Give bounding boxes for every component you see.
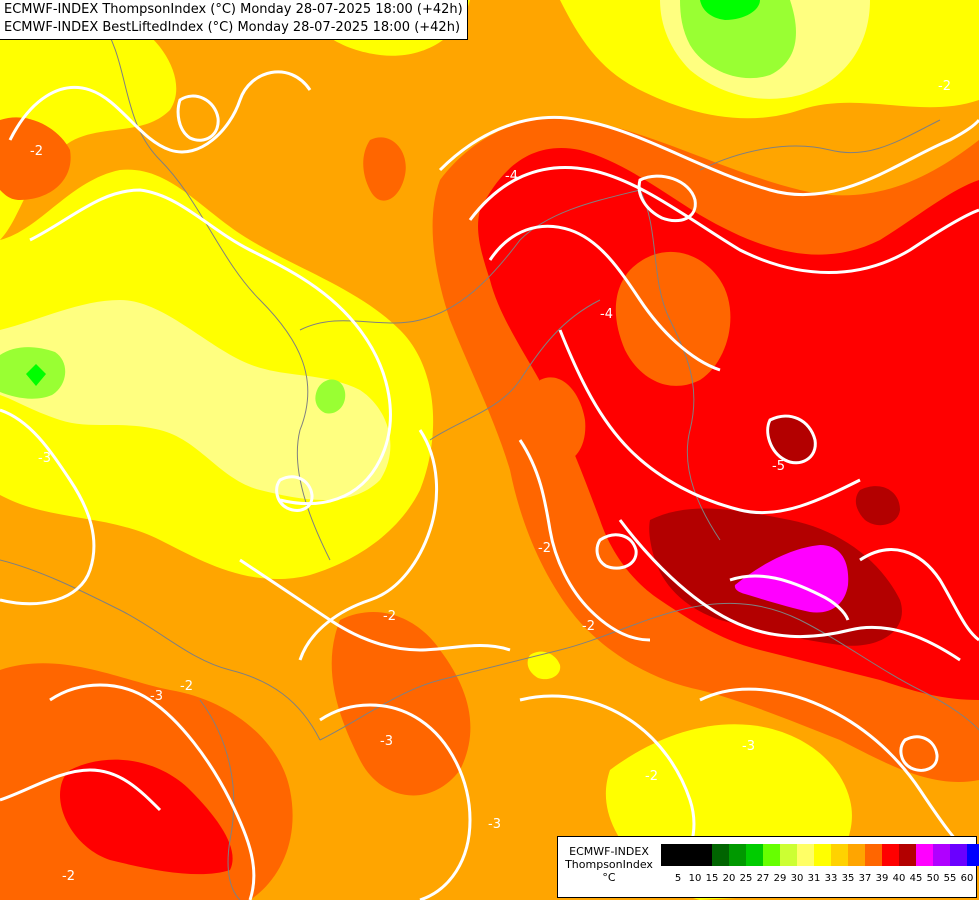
legend-swatch: [746, 844, 763, 866]
contour-labels: -2 -2 -3 -4 -4 -5 -2 -2 -2 -3 -2 -3 -3 -…: [30, 79, 951, 884]
legend-tick-label: 35: [841, 873, 855, 884]
legend-tick-label: 27: [756, 873, 770, 884]
legend-tick-label: 55: [943, 873, 957, 884]
contour-label: -3: [488, 817, 501, 832]
dark-orange-region-northwest: [0, 117, 71, 200]
contour-label: -2: [62, 869, 75, 884]
bright-green-region-west: [26, 364, 46, 386]
legend-tick-label: 60: [960, 873, 974, 884]
legend-swatch: [712, 844, 729, 866]
dark-red-patch-east: [767, 416, 816, 463]
contour-label: -2: [180, 679, 193, 694]
legend-swatch: [797, 844, 814, 866]
dark-orange-region-north: [363, 137, 406, 201]
legend-title-unit: °C: [602, 871, 616, 884]
legend-swatch: [848, 844, 865, 866]
legend-tick-label: 20: [722, 873, 736, 884]
legend-swatch: [967, 844, 979, 866]
contour-label: -2: [938, 79, 951, 94]
legend-swatch: [916, 844, 933, 866]
legend-title: ECMWF-INDEX ThompsonIndex °C: [562, 845, 656, 884]
legend-swatch: [831, 844, 848, 866]
yellow-region-northwest: [0, 10, 177, 240]
contour-label: -2: [645, 769, 658, 784]
legend-tick-label: 40: [892, 873, 906, 884]
dark-orange-patch-east-center: [615, 251, 731, 386]
legend-tick-label: 31: [807, 873, 821, 884]
legend-swatch: [899, 844, 916, 866]
green-region-northeast: [680, 0, 796, 79]
contour-label: -2: [30, 144, 43, 159]
dark-orange-region-south: [331, 611, 471, 796]
contour-label: -4: [600, 307, 613, 322]
header-best-lifted-index: ECMWF-INDEX BestLiftedIndex (°C) Monday …: [4, 20, 461, 35]
yellow-patch-south: [527, 651, 561, 680]
header-thompson-index: ECMWF-INDEX ThompsonIndex (°C) Monday 28…: [4, 2, 463, 17]
contour-label: -2: [582, 619, 595, 634]
legend-title-parameter: ThompsonIndex: [565, 858, 653, 871]
contour-label: -2: [383, 609, 396, 624]
contour-label: -3: [38, 451, 51, 466]
legend-tick-label: 29: [773, 873, 787, 884]
contour-label: -3: [150, 689, 163, 704]
legend-swatch: [729, 844, 746, 866]
red-region-southwest: [60, 759, 233, 875]
light-yellow-region-west: [0, 300, 391, 500]
dark-red-patch-east-2: [855, 486, 900, 526]
contour-label: -3: [742, 739, 755, 754]
country-borders: [0, 19, 979, 900]
legend-swatch: [678, 844, 695, 866]
legend-swatch: [814, 844, 831, 866]
legend-tick-label: 50: [926, 873, 940, 884]
legend-swatch: [763, 844, 780, 866]
legend-tick-label: 33: [824, 873, 838, 884]
legend-tick-label: 5: [674, 873, 682, 884]
contour-label: -5: [772, 459, 785, 474]
dark-orange-patch-east-left: [534, 377, 586, 463]
legend-swatch: [933, 844, 950, 866]
green-region-central: [315, 379, 346, 414]
legend-tick-label: 39: [875, 873, 889, 884]
contour-label: -4: [505, 169, 518, 184]
legend-swatch: [882, 844, 899, 866]
legend-tick-label: 25: [739, 873, 753, 884]
lifted-index-contours: [0, 70, 979, 900]
contour-label: -3: [380, 734, 393, 749]
contour-label: -2: [538, 541, 551, 556]
legend-swatch: [950, 844, 967, 866]
bright-green-region-northeast: [700, 0, 760, 20]
color-legend: ECMWF-INDEX ThompsonIndex °C 5 10 15 20 25 27…: [557, 836, 979, 898]
legend-tick-label: 45: [909, 873, 923, 884]
legend-swatch: [661, 844, 678, 866]
legend-tick-label: 10: [688, 873, 702, 884]
legend-ticks: 5 10 15 20 25 27 29 30 31 33 35 37 39 40 45 50 55 60: [661, 873, 979, 887]
legend-tick-label: 15: [705, 873, 719, 884]
legend-tick-label: 30: [790, 873, 804, 884]
legend-title-model: ECMWF-INDEX: [569, 845, 649, 858]
map-header: ECMWF-INDEX ThompsonIndex (°C) Monday 28…: [0, 0, 468, 40]
legend-swatch: [780, 844, 797, 866]
legend-swatch: [695, 844, 712, 866]
legend-swatches: [661, 844, 979, 866]
legend-swatch: [865, 844, 882, 866]
legend-tick-label: 37: [858, 873, 872, 884]
